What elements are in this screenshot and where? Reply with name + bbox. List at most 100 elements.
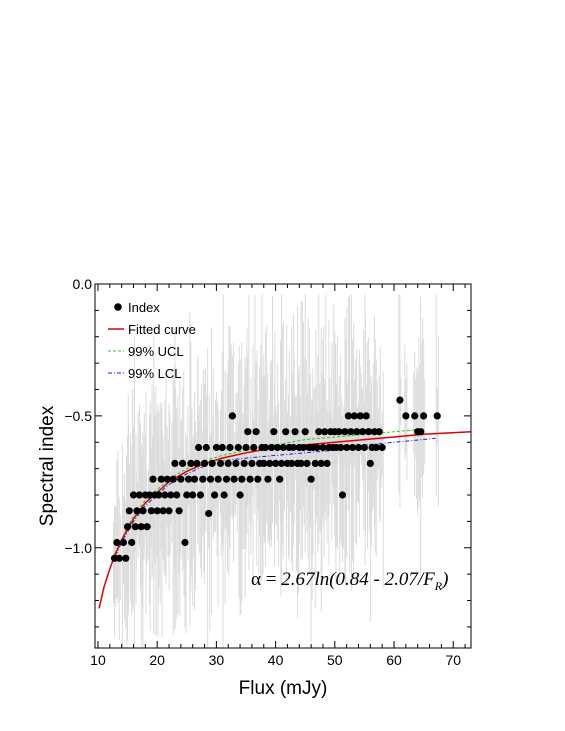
axes-layer: 10 20 30 40 50 60 70 0.0 −0.5 −1.0 <box>64 276 471 668</box>
fitted-curve <box>98 430 472 609</box>
data-point <box>196 491 204 499</box>
data-point <box>313 443 321 452</box>
x-axis-label: Flux (mJy) <box>239 678 328 699</box>
data-point <box>417 428 425 436</box>
y-tick-label: −1.0 <box>64 540 92 556</box>
data-point <box>272 459 280 467</box>
data-point <box>248 459 256 467</box>
data-point <box>143 523 151 531</box>
data-point <box>261 443 270 452</box>
data-point <box>125 507 133 515</box>
legend-marker-index <box>114 303 122 311</box>
y-axis-label: Spectral index <box>37 405 58 526</box>
data-point <box>179 459 187 467</box>
equation-body: 2.67ln(0.84 - 2.07/F <box>281 569 435 590</box>
data-point <box>356 412 364 420</box>
data-point <box>335 428 343 436</box>
equation-alpha: α <box>251 569 261 590</box>
data-point <box>297 459 305 467</box>
data-point <box>282 428 290 436</box>
x-tick-label: 70 <box>445 652 461 668</box>
x-tick-label: 20 <box>149 652 165 668</box>
data-point <box>137 523 145 531</box>
data-point <box>343 443 351 452</box>
data-point <box>311 459 319 467</box>
data-point <box>375 428 383 436</box>
data-point <box>338 491 347 499</box>
equation-close: ) <box>441 569 448 590</box>
data-point <box>299 443 307 452</box>
data-point <box>187 459 195 467</box>
data-point <box>200 459 209 467</box>
data-point <box>214 475 222 483</box>
legend-label-fitted: Fitted curve <box>128 322 196 337</box>
data-point <box>155 491 163 499</box>
data-point <box>157 475 165 483</box>
data-point <box>360 443 368 452</box>
x-tick-label: 10 <box>90 652 106 668</box>
data-point <box>315 428 323 436</box>
data-point <box>119 538 127 547</box>
legend: Index Fitted curve 99% UCL 99% LCL <box>108 300 196 381</box>
data-point <box>139 507 147 515</box>
points-layer <box>110 396 441 562</box>
data-point <box>220 491 228 499</box>
data-point <box>205 509 213 518</box>
data-point <box>323 459 331 467</box>
data-point <box>277 459 286 467</box>
data-point <box>353 428 361 436</box>
data-point <box>177 475 185 483</box>
data-point <box>260 459 268 467</box>
equation-equals: = <box>261 569 281 590</box>
data-point <box>173 491 181 499</box>
data-point <box>169 475 177 483</box>
x-tick-label: 50 <box>327 652 343 668</box>
data-point <box>212 443 220 452</box>
data-point <box>288 459 296 467</box>
data-point <box>303 459 311 467</box>
data-point <box>195 443 203 452</box>
data-point <box>115 554 123 562</box>
data-point <box>372 443 380 452</box>
data-point <box>301 428 309 436</box>
data-point <box>291 428 299 436</box>
data-point <box>153 507 161 515</box>
x-tick-label: 30 <box>209 652 225 668</box>
data-point <box>161 491 169 499</box>
data-point <box>321 428 329 436</box>
data-point <box>149 475 157 483</box>
data-point <box>266 459 274 467</box>
data-point <box>433 412 441 420</box>
data-point <box>199 475 207 483</box>
data-point <box>163 475 171 483</box>
data-point <box>131 523 139 531</box>
data-point <box>230 475 238 483</box>
data-point <box>133 507 141 515</box>
data-point <box>341 428 349 436</box>
x-tick-label: 60 <box>386 652 402 668</box>
data-point <box>273 443 281 452</box>
data-point <box>420 412 428 420</box>
x-tick-label: 40 <box>268 652 284 668</box>
data-point <box>181 538 189 547</box>
data-point <box>378 443 386 452</box>
data-point <box>218 443 226 452</box>
data-point <box>270 428 278 436</box>
data-point <box>354 443 363 452</box>
data-point <box>228 412 236 420</box>
data-point <box>319 443 327 452</box>
data-point <box>264 475 272 483</box>
data-point <box>122 554 130 562</box>
data-point <box>208 459 216 467</box>
data-point <box>145 491 154 499</box>
data-point <box>236 491 244 499</box>
data-point <box>135 491 143 499</box>
data-point <box>193 459 201 467</box>
equation-annotation: α = 2.67ln(0.84 - 2.07/FR) <box>251 569 448 593</box>
data-point <box>254 475 262 483</box>
data-point <box>190 475 199 483</box>
data-point <box>402 412 410 420</box>
data-point <box>189 491 197 499</box>
data-point <box>246 475 254 483</box>
